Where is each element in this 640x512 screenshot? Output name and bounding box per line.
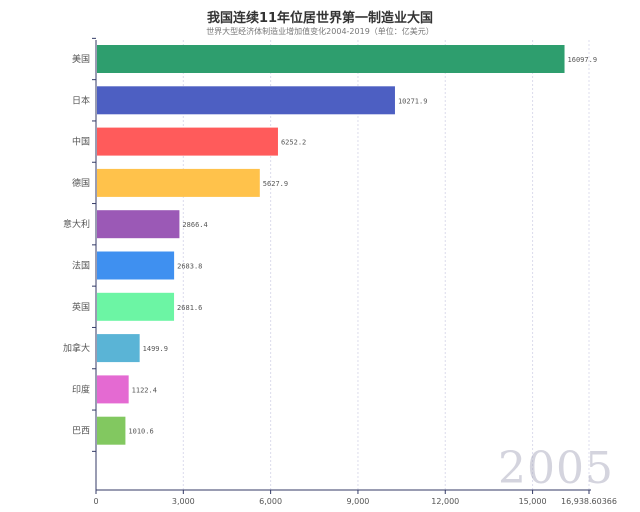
x-tick-label: 9,000 xyxy=(346,497,369,506)
category-label: 加拿大 xyxy=(63,342,90,354)
value-label: 6252.2 xyxy=(281,139,306,147)
value-label: 2681.6 xyxy=(177,304,202,312)
value-label: 10271.9 xyxy=(398,97,428,105)
x-tick-label: 12,000 xyxy=(431,497,459,506)
category-label: 中国 xyxy=(72,136,90,148)
value-label: 1122.4 xyxy=(132,386,157,394)
x-tick-label-max: 16,938.60366 xyxy=(561,497,617,506)
bar-7 xyxy=(97,292,175,321)
bar-2 xyxy=(97,86,395,115)
bar-9 xyxy=(97,375,129,404)
value-label: 1499.9 xyxy=(143,345,168,353)
chart-title: 我国连续11年位居世界第一制造业大国 xyxy=(206,11,434,26)
value-label: 1010.6 xyxy=(128,428,153,436)
category-label: 美国 xyxy=(72,53,90,65)
bar-3 xyxy=(97,127,278,156)
bar-4 xyxy=(97,168,260,197)
category-label: 法国 xyxy=(72,260,90,272)
x-tick-label: 0 xyxy=(93,497,98,506)
category-label: 巴西 xyxy=(72,426,90,437)
bar-5 xyxy=(97,210,180,239)
category-label: 日本 xyxy=(72,94,90,106)
x-tick-label: 3,000 xyxy=(172,497,195,506)
x-tick-label: 6,000 xyxy=(259,497,282,506)
category-label: 意大利 xyxy=(63,218,90,230)
value-label: 2866.4 xyxy=(182,221,207,229)
x-tick-label: 15,000 xyxy=(519,497,547,506)
category-label: 英国 xyxy=(72,301,90,313)
bar-8 xyxy=(97,334,140,363)
value-label: 16097.9 xyxy=(568,56,598,64)
value-label: 5627.9 xyxy=(263,180,288,188)
bar-10 xyxy=(97,416,126,445)
bar-6 xyxy=(97,251,175,280)
category-label: 印度 xyxy=(72,383,90,395)
value-label: 2683.8 xyxy=(177,263,202,271)
category-label: 德国 xyxy=(72,177,90,189)
bar-1 xyxy=(97,45,565,73)
year-watermark: 2005 xyxy=(498,443,614,494)
chart-subtitle: 世界大型经济体制造业增加值变化2004-2019（单位：亿美元） xyxy=(206,27,434,36)
